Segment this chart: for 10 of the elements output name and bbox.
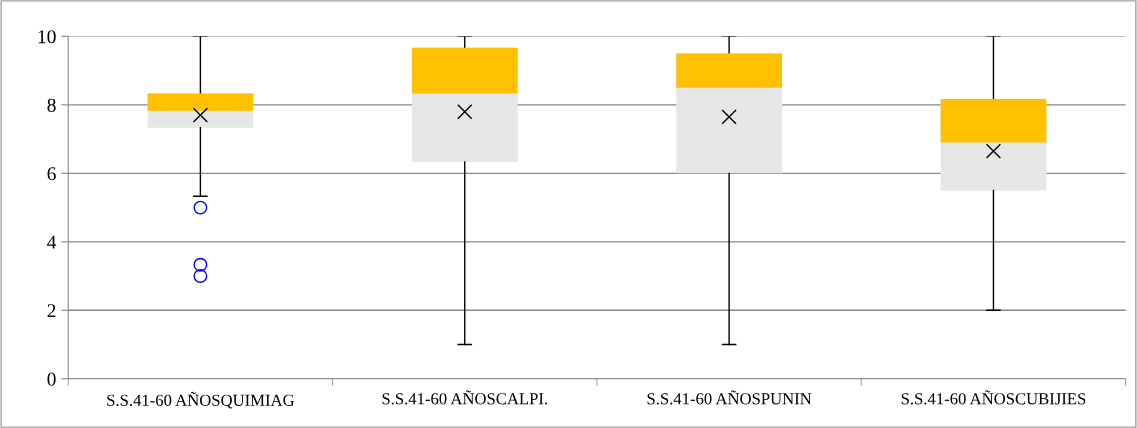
y-tick-label: 4	[47, 235, 57, 249]
x-tick-label: S.S.41-60 AÑOSCUBIJIES	[901, 390, 1086, 405]
y-tick-label: 6	[47, 167, 56, 181]
y-tick-label: 10	[38, 30, 56, 44]
x-tick-label: S.S.41-60 AÑOSCALPI.	[382, 390, 547, 405]
y-tick-label: 2	[47, 304, 56, 318]
y-tick-label: 0	[47, 372, 56, 386]
x-tick-label: S.S.41-60 AÑOSQUIMIAG	[107, 391, 295, 409]
y-tick-label: 8	[47, 98, 56, 112]
x-tick-label: S.S.41-60 AÑOSPUNIN	[647, 390, 812, 405]
